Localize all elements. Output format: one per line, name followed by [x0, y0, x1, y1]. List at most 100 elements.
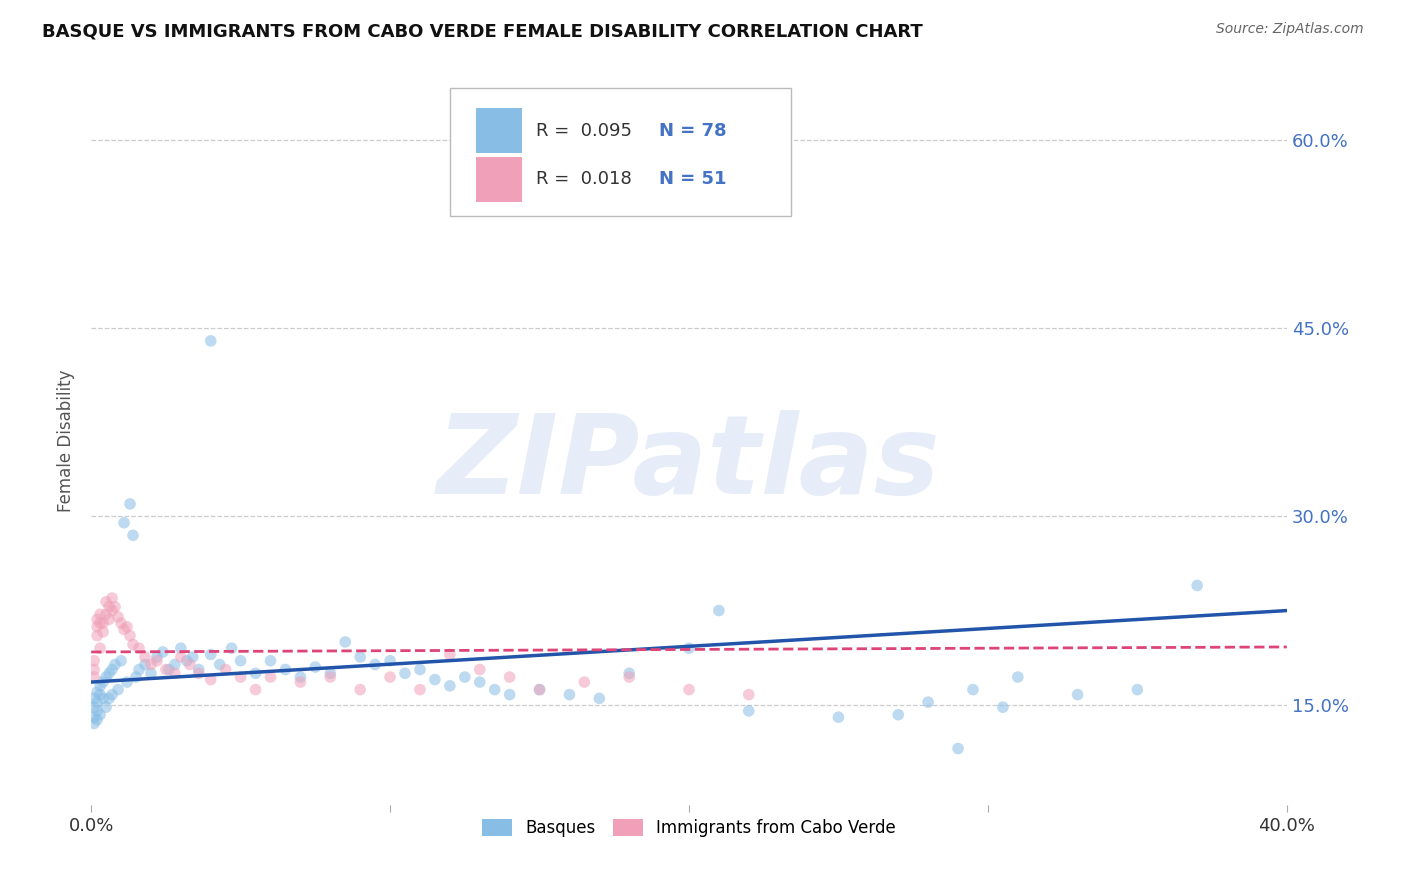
- Point: [112, 623, 135, 637]
- Point: [259, 670, 281, 684]
- Point: [335, 635, 357, 649]
- Point: [439, 648, 461, 662]
- Point: [152, 645, 174, 659]
- Point: [208, 657, 231, 672]
- Text: ZIPatlas: ZIPatlas: [437, 409, 941, 516]
- Point: [498, 688, 520, 702]
- Point: [454, 670, 477, 684]
- Point: [83, 716, 105, 731]
- Point: [86, 685, 108, 699]
- Point: [439, 679, 461, 693]
- Point: [349, 682, 371, 697]
- Point: [89, 641, 111, 656]
- Point: [146, 654, 169, 668]
- Point: [101, 663, 124, 677]
- Point: [89, 707, 111, 722]
- Point: [738, 688, 761, 702]
- Point: [378, 654, 401, 668]
- Point: [101, 591, 124, 605]
- Point: [423, 673, 446, 687]
- Point: [86, 695, 108, 709]
- Point: [349, 650, 371, 665]
- Point: [155, 663, 177, 677]
- Point: [94, 700, 117, 714]
- Point: [83, 654, 105, 668]
- Point: [319, 666, 342, 681]
- Point: [394, 666, 416, 681]
- Point: [118, 497, 141, 511]
- Text: R =  0.095: R = 0.095: [536, 121, 631, 139]
- Point: [101, 688, 124, 702]
- Point: [118, 629, 141, 643]
- Point: [86, 704, 108, 718]
- Point: [128, 641, 150, 656]
- Text: N = 51: N = 51: [659, 170, 727, 188]
- Point: [163, 657, 186, 672]
- Point: [619, 666, 641, 681]
- Point: [468, 663, 491, 677]
- Point: [98, 612, 121, 626]
- Point: [134, 657, 156, 672]
- Point: [139, 666, 162, 681]
- Point: [707, 603, 730, 617]
- Point: [917, 695, 939, 709]
- Text: R =  0.018: R = 0.018: [536, 170, 631, 188]
- Point: [290, 670, 312, 684]
- Point: [364, 657, 387, 672]
- Point: [200, 334, 222, 348]
- Point: [245, 682, 267, 697]
- Point: [86, 713, 108, 727]
- Point: [91, 675, 114, 690]
- Point: [588, 691, 610, 706]
- FancyBboxPatch shape: [477, 157, 522, 202]
- Point: [83, 691, 105, 706]
- Point: [94, 595, 117, 609]
- Point: [107, 682, 129, 697]
- Point: [125, 670, 148, 684]
- Point: [738, 704, 761, 718]
- Point: [115, 675, 138, 690]
- Point: [181, 650, 204, 665]
- Point: [498, 670, 520, 684]
- Point: [409, 682, 432, 697]
- Point: [319, 670, 342, 684]
- Point: [378, 670, 401, 684]
- Point: [484, 682, 506, 697]
- Point: [170, 650, 193, 665]
- Point: [91, 616, 114, 631]
- Point: [558, 688, 581, 702]
- Point: [86, 620, 108, 634]
- Point: [678, 682, 700, 697]
- Point: [229, 654, 252, 668]
- Point: [89, 679, 111, 693]
- Point: [229, 670, 252, 684]
- Point: [678, 641, 700, 656]
- Point: [529, 682, 551, 697]
- Point: [89, 616, 111, 631]
- Point: [163, 666, 186, 681]
- Point: [83, 663, 105, 677]
- Point: [887, 707, 910, 722]
- Point: [110, 616, 132, 631]
- Point: [962, 682, 984, 697]
- Point: [827, 710, 849, 724]
- Point: [215, 663, 238, 677]
- Point: [170, 641, 193, 656]
- Point: [89, 688, 111, 702]
- Point: [176, 654, 198, 668]
- Point: [83, 700, 105, 714]
- Point: [83, 710, 105, 724]
- Point: [83, 670, 105, 684]
- Point: [1126, 682, 1149, 697]
- Point: [304, 660, 326, 674]
- Point: [98, 691, 121, 706]
- Point: [86, 612, 108, 626]
- Point: [101, 603, 124, 617]
- Point: [1066, 688, 1088, 702]
- FancyBboxPatch shape: [477, 108, 522, 153]
- Point: [134, 650, 156, 665]
- Point: [529, 682, 551, 697]
- Point: [91, 691, 114, 706]
- Point: [200, 648, 222, 662]
- Point: [290, 675, 312, 690]
